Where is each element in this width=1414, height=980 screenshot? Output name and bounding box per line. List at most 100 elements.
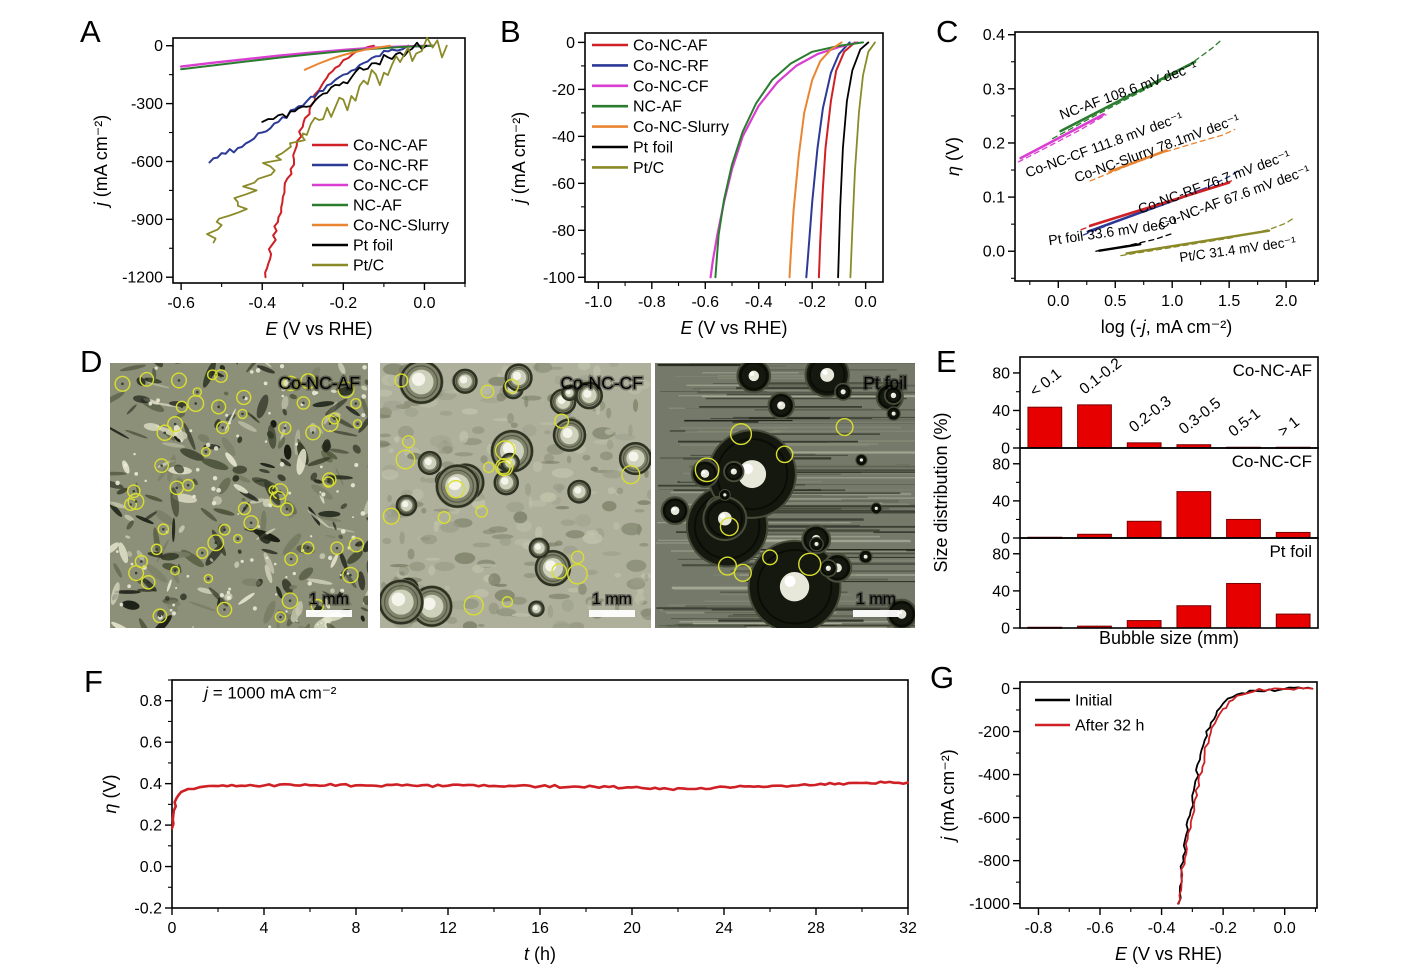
annotation-circle [237,501,252,516]
histogram-co-nc-af: 0 40 80 Co-NC-AF < 0.1 0.1-0.20.2-0.3 0.3-0.5 0… [992,355,1319,458]
svg-text:-0.8: -0.8 [1025,920,1053,937]
annotation-circle [567,563,588,585]
series-co-nc-af [264,44,375,279]
svg-text:-100: -100 [543,270,575,287]
svg-text:8: 8 [352,920,361,937]
chart-stability-test: 0 4 8 12 16 20 24 28 32 -0.2 0.0 0.2 0.4 0.6 0.8 t (h) η… [100,679,917,964]
legend-label: NC-AF [353,198,402,215]
bar [1077,404,1112,449]
legend-label: Co-NC-AF [353,138,428,155]
annotation-circle [501,596,514,608]
annotation-circle [169,480,185,496]
annotation-circle [128,565,145,582]
annotation-circle [233,533,243,544]
annotation-circle [798,552,822,576]
annotation-circle [114,375,131,392]
annotation-circle [301,541,315,555]
annotation-circle [139,371,155,387]
annotation-circle [156,424,174,442]
sample-label: Co-NC-CF [1232,452,1312,471]
panel-label-b: B [500,14,521,49]
svg-text:0.0: 0.0 [1274,920,1296,937]
y-axis-label: j (mA cm⁻²) [91,115,111,210]
annotation-circle [201,446,211,457]
annotation-circle [328,412,341,425]
svg-text:-1.0: -1.0 [585,294,613,311]
annotation-circle [321,472,337,487]
svg-text:-0.2: -0.2 [134,901,162,918]
svg-text:1.0: 1.0 [1161,293,1183,310]
scale-bar [853,610,899,617]
svg-text:0.1: 0.1 [983,190,1005,207]
annotation-circle [284,552,299,567]
annotation-circle [719,517,739,537]
annotation-circle [305,424,321,441]
scale-bar [589,610,635,617]
svg-text:0: 0 [1001,531,1010,548]
svg-text:-0.2: -0.2 [798,294,826,311]
panel-label-a: A [80,14,101,49]
x-axis-label: log (-j, mA cm⁻²) [1101,317,1233,337]
annotation-circle [350,397,362,410]
legend-label: Co-NC-RF [353,158,429,175]
bar [1226,518,1261,539]
y-axis-label: η (V) [943,137,963,176]
panel-label-f: F [84,664,103,699]
annotation-circle [337,381,355,399]
chart-tafel-plots: 0.0 0.5 1.0 1.5 2.0 0.0 0.1 0.2 0.3 0.4 log (-j, m… [943,27,1319,337]
series-initial [1177,686,1314,905]
svg-text:0: 0 [566,35,575,52]
annotation-circle [154,458,170,473]
legend-label: NC-AF [633,99,682,116]
bar [1176,491,1212,539]
bubble-annotation-circles [382,373,641,616]
legend-label: Co-NC-AF [633,38,708,55]
x-axis-label: t (h) [524,944,556,964]
svg-text:0.3: 0.3 [983,81,1005,98]
annotation-circle [170,565,180,576]
series-co-nc-rf [208,44,410,164]
svg-text:-40: -40 [552,129,575,146]
annotation-circle [296,396,311,410]
svg-text:0.0: 0.0 [983,244,1005,261]
annotation-circle [446,480,465,499]
micrograph-label: Co-NC-AF [278,373,360,393]
series-co-nc-rf [805,41,851,279]
scale-bar-label: 1 mm [309,591,349,608]
annotation-circle [140,575,156,590]
legend-label: Co-NC-RF [633,58,709,75]
svg-text:-0.4: -0.4 [1148,920,1176,937]
sample-label: Co-NC-AF [1233,361,1312,380]
annotation-circle [167,416,184,433]
series-co-nc-af-data [1080,180,1233,231]
annotation-circle [463,595,484,616]
svg-text:-600: -600 [978,810,1010,827]
annotation-circle [150,543,163,556]
chart-polarization-full-range: -0.6 -0.4 -0.2 0.0 0 -300 -600 -900 -1200 E (V vs… [91,37,466,339]
annotation-circle [729,423,753,446]
svg-text:-200: -200 [978,724,1010,741]
svg-text:-900: -900 [131,212,163,229]
annotation-circle [401,435,416,449]
chart-initial-vs-after: -0.8 -0.6 -0.4 -0.2 0.0 0 -200 -400 -600 -800 -100… [938,681,1318,964]
bar [1027,406,1063,449]
category-label: 0.3-0.5 [1176,395,1225,438]
annotation-text: j = 1000 mA cm⁻² [202,684,337,703]
svg-text:0.6: 0.6 [140,735,162,752]
svg-text:0.2: 0.2 [983,135,1005,152]
annotation-circle [206,369,218,381]
series-B [709,41,876,279]
annotation-circle [554,413,570,429]
svg-text:4: 4 [260,920,269,937]
series-nc-af [180,44,434,71]
x-axis-label: E (V vs RHE) [680,318,787,338]
panel-label-d: D [80,344,103,379]
annotation-circle [281,592,299,610]
series-after-32-h [1177,687,1314,905]
micrograph-pt-foil: Pt foil 1 mm [655,363,915,628]
annotation-circle [717,556,738,576]
x-axis-label: E (V vs RHE) [265,319,372,339]
series-G [1177,686,1314,905]
annotation-circle [395,449,416,470]
